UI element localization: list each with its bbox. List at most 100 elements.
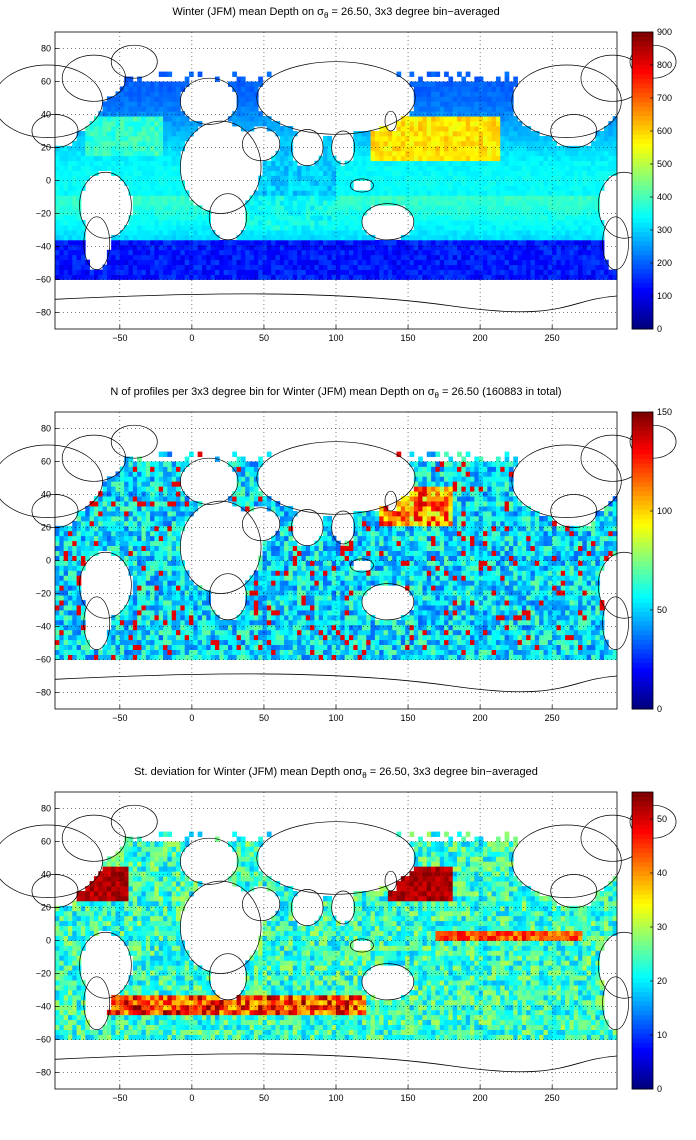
data-cell xyxy=(612,150,618,157)
data-cell xyxy=(93,545,99,551)
data-cell xyxy=(431,254,436,261)
data-cell xyxy=(119,131,125,137)
data-cell xyxy=(491,274,497,280)
data-cell xyxy=(357,230,363,236)
data-cell xyxy=(85,150,90,157)
data-cell xyxy=(163,91,168,97)
data-cell xyxy=(521,225,527,231)
data-cell xyxy=(167,155,173,162)
data-cell xyxy=(465,111,471,117)
data-cell xyxy=(478,165,484,171)
data-cell xyxy=(137,649,142,655)
data-cell xyxy=(249,259,255,266)
data-cell xyxy=(331,220,337,226)
data-cell xyxy=(582,259,588,266)
data-cell xyxy=(331,249,337,256)
data-cell xyxy=(582,160,588,167)
data-cell xyxy=(258,121,263,127)
data-cell xyxy=(465,150,471,157)
data-cell xyxy=(547,150,553,157)
data-cell xyxy=(370,165,376,171)
data-cell xyxy=(487,205,493,211)
data-cell xyxy=(573,259,579,266)
data-cell xyxy=(171,610,177,616)
data-cell xyxy=(115,106,121,112)
data-cell xyxy=(409,121,415,127)
data-cell xyxy=(513,264,518,270)
data-cell xyxy=(327,145,333,152)
data-cell xyxy=(487,165,493,171)
data-cell xyxy=(150,170,155,176)
colorbar-strip xyxy=(632,134,653,140)
data-cell xyxy=(275,264,281,270)
data-cell xyxy=(491,185,497,191)
data-cell xyxy=(201,624,207,631)
data-cell xyxy=(595,259,601,266)
data-cell xyxy=(500,121,505,127)
data-cell xyxy=(405,200,410,206)
data-cell xyxy=(145,535,151,542)
data-cell xyxy=(176,540,181,547)
data-cell xyxy=(176,580,181,586)
data-cell xyxy=(137,520,142,527)
data-cell xyxy=(124,520,129,527)
data-cell xyxy=(258,76,263,82)
data-cell xyxy=(171,575,177,581)
data-cell xyxy=(275,220,281,226)
data-cell xyxy=(495,190,501,196)
data-cell xyxy=(560,274,566,280)
data-cell xyxy=(422,190,428,196)
data-cell xyxy=(530,160,536,167)
data-cell xyxy=(137,210,142,216)
data-cell xyxy=(426,81,432,87)
data-cell xyxy=(119,644,125,650)
data-cell xyxy=(288,165,294,171)
data-cell xyxy=(154,525,160,532)
data-cell xyxy=(197,614,203,621)
data-cell xyxy=(344,200,350,206)
data-cell xyxy=(521,239,527,246)
data-cell xyxy=(180,205,186,211)
data-cell xyxy=(461,131,467,137)
data-cell xyxy=(180,639,186,646)
data-cell xyxy=(612,121,618,127)
data-cell xyxy=(448,86,454,92)
data-cell xyxy=(323,225,328,231)
data-cell xyxy=(141,126,147,132)
data-cell xyxy=(67,215,73,221)
data-cell xyxy=(119,501,125,507)
data-cell xyxy=(383,165,389,171)
data-cell xyxy=(137,550,142,556)
data-cell xyxy=(275,234,281,241)
data-cell xyxy=(137,511,142,517)
data-cell xyxy=(240,269,246,275)
data-cell xyxy=(435,160,441,167)
data-cell xyxy=(452,131,458,137)
data-cell xyxy=(582,210,588,216)
data-cell xyxy=(297,180,302,186)
data-cell xyxy=(93,525,99,532)
data-cell xyxy=(167,140,173,147)
data-cell xyxy=(132,200,138,206)
data-cell xyxy=(72,195,78,201)
data-cell xyxy=(115,471,121,477)
data-cell xyxy=(331,155,337,162)
data-cell xyxy=(340,200,346,206)
data-cell xyxy=(80,135,86,142)
colorbar-strip xyxy=(632,240,653,246)
data-cell xyxy=(236,456,242,462)
data-cell xyxy=(245,580,250,586)
data-cell xyxy=(167,254,173,261)
data-cell xyxy=(201,220,207,226)
data-cell xyxy=(448,234,454,241)
data-cell xyxy=(366,150,371,157)
data-cell xyxy=(89,160,95,167)
data-cell xyxy=(219,634,224,641)
data-cell xyxy=(128,225,134,231)
data-cell xyxy=(63,239,69,246)
data-cell xyxy=(578,269,583,275)
data-cell xyxy=(137,185,142,191)
data-cell xyxy=(249,274,255,280)
data-cell xyxy=(154,131,160,137)
data-cell xyxy=(444,121,449,127)
